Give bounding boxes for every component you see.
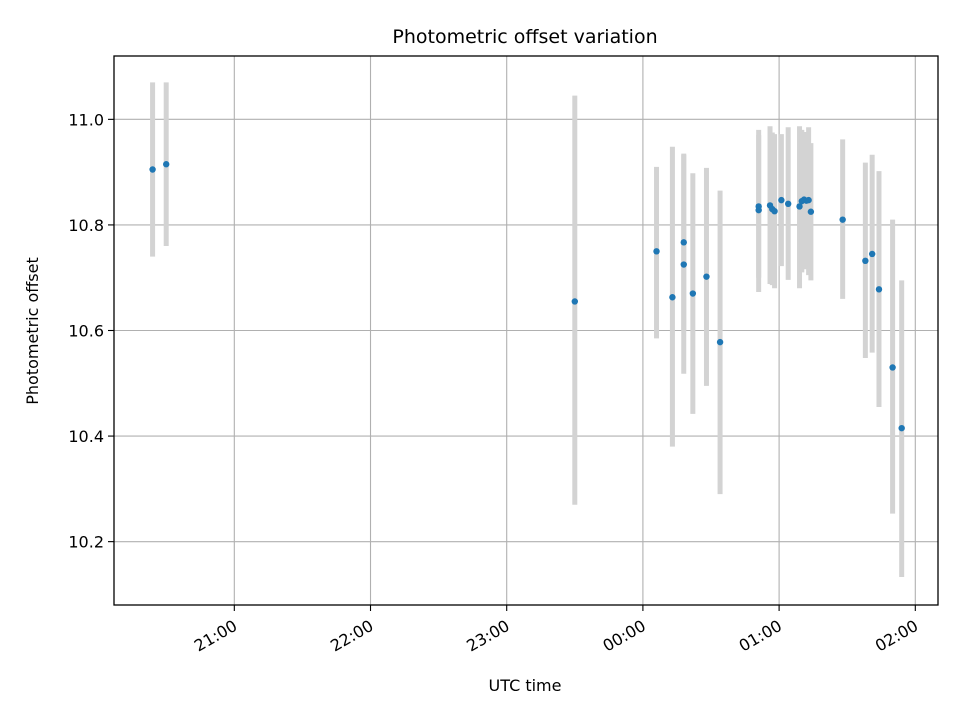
data-point xyxy=(784,200,792,208)
y-tick-label: 11.0 xyxy=(68,110,104,129)
y-tick-label: 10.6 xyxy=(68,322,104,341)
data-point xyxy=(875,286,883,293)
y-axis-ticks: 10.2 10.4 10.6 10.8 11.0 xyxy=(68,110,114,552)
data-point xyxy=(771,207,778,215)
data-points xyxy=(149,161,905,432)
data-point xyxy=(898,424,905,432)
y-tick-label: 10.4 xyxy=(68,427,104,446)
x-axis-label: UTC time xyxy=(489,676,562,695)
y-axis-label: Photometric offset xyxy=(23,257,42,405)
data-point xyxy=(889,364,896,371)
data-point xyxy=(862,257,869,265)
data-point xyxy=(680,261,687,268)
data-point xyxy=(807,208,815,215)
y-tick-label: 10.2 xyxy=(68,533,104,552)
y-tick-label: 10.8 xyxy=(68,216,104,235)
data-point xyxy=(669,294,676,301)
data-point xyxy=(653,248,660,255)
data-point xyxy=(680,239,687,246)
data-point xyxy=(716,338,724,346)
data-point xyxy=(796,203,803,210)
chart-title: Photometric offset variation xyxy=(392,26,657,48)
data-point xyxy=(689,290,697,297)
data-point xyxy=(149,166,156,173)
data-point xyxy=(868,250,876,258)
data-point xyxy=(755,203,762,210)
data-point xyxy=(703,273,710,280)
data-point xyxy=(163,161,170,168)
data-point xyxy=(571,298,579,305)
data-point xyxy=(839,216,846,223)
data-point xyxy=(805,196,812,204)
data-point xyxy=(778,196,785,204)
